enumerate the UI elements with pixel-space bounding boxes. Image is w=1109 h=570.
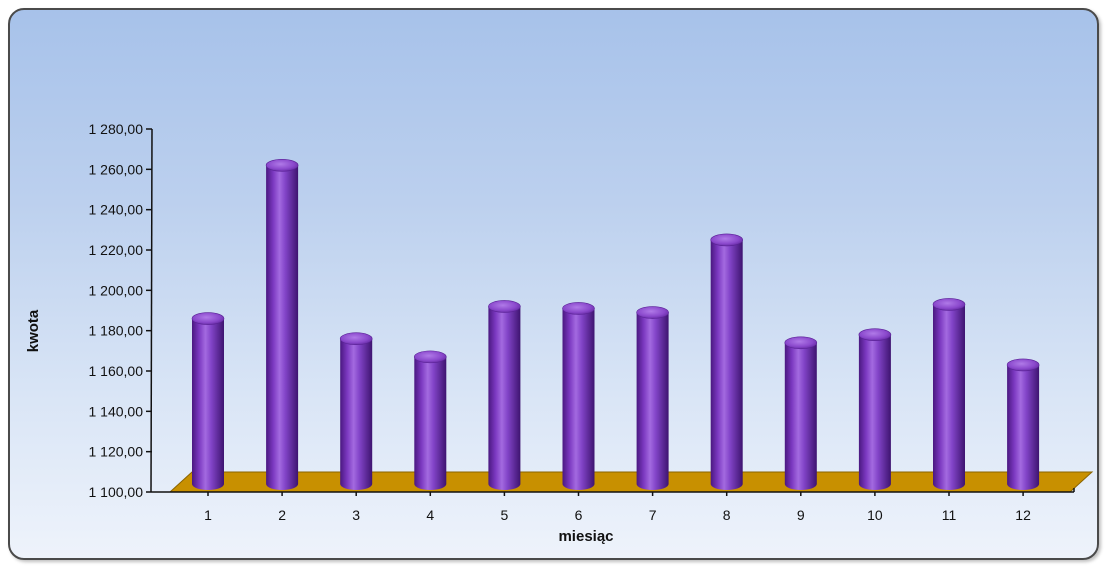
y-tick-label: 1 100,00 <box>89 484 144 500</box>
bar <box>413 350 447 490</box>
bar <box>784 336 818 490</box>
x-tick-label: 4 <box>426 507 434 523</box>
y-tick-label: 1 180,00 <box>89 323 144 339</box>
bar <box>562 302 595 490</box>
x-tick-label: 11 <box>942 507 957 523</box>
bar <box>710 233 744 490</box>
bar <box>1006 358 1040 490</box>
y-axis <box>150 128 153 493</box>
y-tick-label: 1 160,00 <box>89 363 144 379</box>
x-tick-label: 12 <box>1015 507 1031 523</box>
chart-frame: 1 100,00 1 120,00 1 140,00 1 160,00 1 180,00… <box>8 8 1099 560</box>
y-tick-label: 1 220,00 <box>89 242 144 258</box>
x-tick-label: 1 <box>204 507 212 523</box>
bar <box>858 328 892 490</box>
bar <box>932 298 966 490</box>
bar <box>265 159 299 491</box>
x-tick-label: 3 <box>352 507 360 523</box>
x-tick-label: 9 <box>797 507 805 523</box>
y-tick-label: 1 120,00 <box>89 444 144 460</box>
y-axis-title: kwota <box>25 309 42 352</box>
bar <box>636 306 669 490</box>
y-tick-label: 1 140,00 <box>89 403 144 419</box>
y-tick-label: 1 280,00 <box>89 121 144 137</box>
x-tick-label: 8 <box>723 507 731 523</box>
x-tick-label: 7 <box>649 507 657 523</box>
bar-chart: 1 100,00 1 120,00 1 140,00 1 160,00 1 180,00… <box>25 121 1094 545</box>
x-tick-label: 10 <box>867 507 883 523</box>
y-tick-label: 1 200,00 <box>89 282 144 298</box>
bar <box>191 312 225 490</box>
bar <box>488 300 521 490</box>
x-axis-title: miesiąc <box>558 528 613 545</box>
x-tick-label: 5 <box>501 507 509 523</box>
x-tick-label: 2 <box>278 507 286 523</box>
bar <box>339 332 373 490</box>
x-tick-label: 6 <box>575 507 583 523</box>
y-tick-label: 1 260,00 <box>89 161 144 177</box>
y-tick-label: 1 240,00 <box>89 202 144 218</box>
